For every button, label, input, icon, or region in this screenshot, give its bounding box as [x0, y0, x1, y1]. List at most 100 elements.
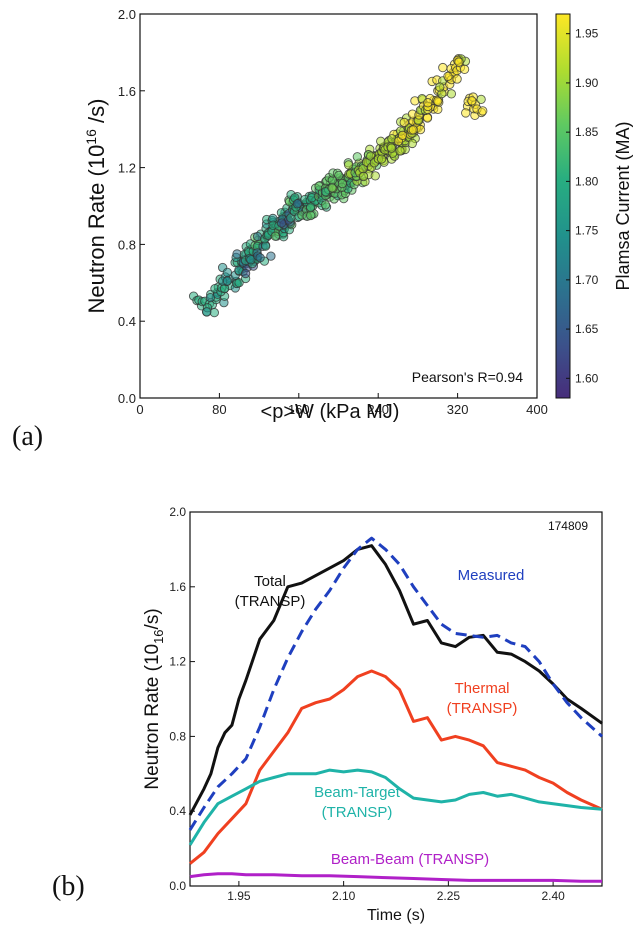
scatter-y-label-main: Neutron Rate (10	[84, 145, 109, 314]
scatter-point	[422, 113, 433, 123]
line-y-tick-label: 2.0	[169, 505, 186, 519]
panel-b: (b) 0.00.40.81.21.62.0 1.95 2.10 2.25 2.40 …	[52, 505, 604, 924]
scatter-point	[334, 170, 344, 181]
line-x-tick-label: 2.25	[437, 889, 461, 903]
scatter-point	[306, 210, 316, 221]
label-thermal-line2: (TRANSP)	[447, 700, 518, 717]
scatter-point	[234, 278, 244, 288]
scatter-point	[343, 160, 354, 170]
panel-a-label: (a)	[12, 421, 43, 452]
scatter-x-tick-label: 320	[447, 402, 469, 417]
scatter-point	[276, 218, 287, 228]
colorbar-tick-label: 1.95	[575, 27, 599, 41]
scatter-point	[327, 183, 337, 193]
scatter-y-tick-label: 1.6	[118, 84, 136, 99]
scatter-point	[408, 125, 418, 135]
scatter-point	[306, 202, 316, 212]
scatter-point	[337, 178, 348, 189]
scatter-point	[407, 138, 417, 149]
scatter-point	[454, 57, 464, 67]
scatter-point	[386, 143, 397, 153]
label-total-line1: Total	[254, 573, 286, 590]
colorbar-ticks: 1.60 1.65 1.70 1.75 1.80 1.85 1.90 1.95	[566, 27, 599, 385]
label-beam-target: Beam-Target (TRANSP)	[314, 784, 401, 821]
line-x-ticks: 1.95 2.10 2.25 2.40	[227, 881, 565, 903]
scatter-point	[476, 94, 486, 105]
line-x-tick-label: 2.10	[332, 889, 356, 903]
scatter-point	[352, 152, 362, 162]
scatter-point	[446, 89, 457, 99]
line-y-tick-label: 0.4	[169, 804, 186, 818]
scatter-point	[255, 253, 265, 263]
scatter-point	[370, 171, 380, 181]
line-y-tick-label: 0.0	[169, 879, 186, 893]
scatter-point	[222, 276, 233, 286]
colorbar	[555, 13, 571, 399]
scatter-point	[423, 98, 433, 108]
line-y-tick-label: 1.6	[169, 580, 186, 594]
series-line-4	[189, 872, 602, 883]
label-beam-target-line1: Beam-Target	[314, 784, 401, 801]
line-y-tick-label: 0.8	[169, 729, 186, 743]
colorbar-tick-label: 1.75	[575, 224, 599, 238]
line-y-axis-label: Neutron Rate (1016/s)	[142, 608, 166, 789]
scatter-point	[270, 231, 280, 241]
label-total-line2: (TRANSP)	[235, 593, 306, 610]
series-line-0	[188, 544, 603, 816]
scatter-point	[376, 154, 387, 164]
scatter-y-axis-label: Neutron Rate (1016 /s)	[83, 99, 109, 314]
scatter-point	[461, 108, 471, 118]
scatter-point	[452, 74, 462, 84]
scatter-point	[292, 199, 303, 209]
line-series	[188, 536, 604, 883]
scatter-point	[395, 146, 405, 156]
scatter-y-tick-label: 0.4	[118, 314, 136, 329]
line-x-tick-label: 1.95	[227, 889, 251, 903]
scatter-points	[188, 54, 488, 318]
scatter-x-tick-label: 400	[526, 402, 548, 417]
line-y-label-sub: 16	[151, 629, 166, 643]
panel-a: (a) 0.0 0.4 0.8 1.2 1.6 2.0 0 80 160 240 320 400 P…	[12, 7, 633, 452]
scatter-y-tick-label: 1.2	[118, 161, 136, 176]
colorbar-tick-label: 1.65	[575, 322, 599, 336]
colorbar-tick-label: 1.60	[575, 371, 599, 385]
scatter-x-tick-label: 0	[136, 402, 143, 417]
scatter-point	[266, 251, 276, 261]
line-x-axis-label: Time (s)	[367, 907, 425, 924]
line-y-ticks: 0.0 0.4 0.8 1.2 1.6 2.0	[169, 505, 195, 893]
label-total: Total (TRANSP)	[235, 573, 306, 610]
scatter-plot-frame	[139, 13, 538, 399]
label-beam-beam: Beam-Beam (TRANSP)	[331, 851, 489, 868]
scatter-y-tick-label: 0.0	[118, 391, 136, 406]
scatter-point	[320, 200, 331, 210]
scatter-point	[202, 307, 212, 317]
line-plot-frame	[189, 511, 603, 887]
line-y-label-suffix: /s)	[142, 608, 163, 629]
scatter-point	[399, 117, 409, 128]
label-measured: Measured	[458, 567, 525, 584]
colorbar-label: Plamsa Current (MA)	[613, 121, 633, 290]
scatter-x-ticks: 0 80 160 240 320 400	[136, 393, 548, 417]
shot-number: 174809	[548, 519, 588, 533]
series-line-1	[188, 536, 604, 831]
scatter-y-tick-label: 2.0	[118, 7, 136, 22]
series-line-2	[189, 669, 603, 865]
colorbar-tick-label: 1.90	[575, 76, 599, 90]
scatter-point	[240, 268, 251, 279]
series-line-3	[188, 768, 603, 846]
colorbar-tick-label: 1.85	[575, 125, 599, 139]
scatter-point	[222, 267, 233, 278]
line-y-label-main: Neutron Rate (10	[142, 644, 163, 790]
scatter-point	[435, 82, 445, 92]
scatter-y-tick-label: 0.8	[118, 237, 136, 252]
scatter-y-label-sup: 16	[83, 129, 99, 145]
scatter-x-axis-label: <p>W (kPa MJ)	[261, 401, 400, 423]
label-thermal: Thermal (TRANSP)	[447, 680, 518, 717]
label-thermal-line1: Thermal	[454, 680, 509, 697]
scatter-point	[443, 71, 453, 81]
line-x-tick-label: 2.40	[541, 889, 565, 903]
scatter-point	[478, 106, 488, 116]
scatter-y-ticks: 0.0 0.4 0.8 1.2 1.6 2.0	[118, 7, 145, 406]
line-y-tick-label: 1.2	[169, 655, 186, 669]
